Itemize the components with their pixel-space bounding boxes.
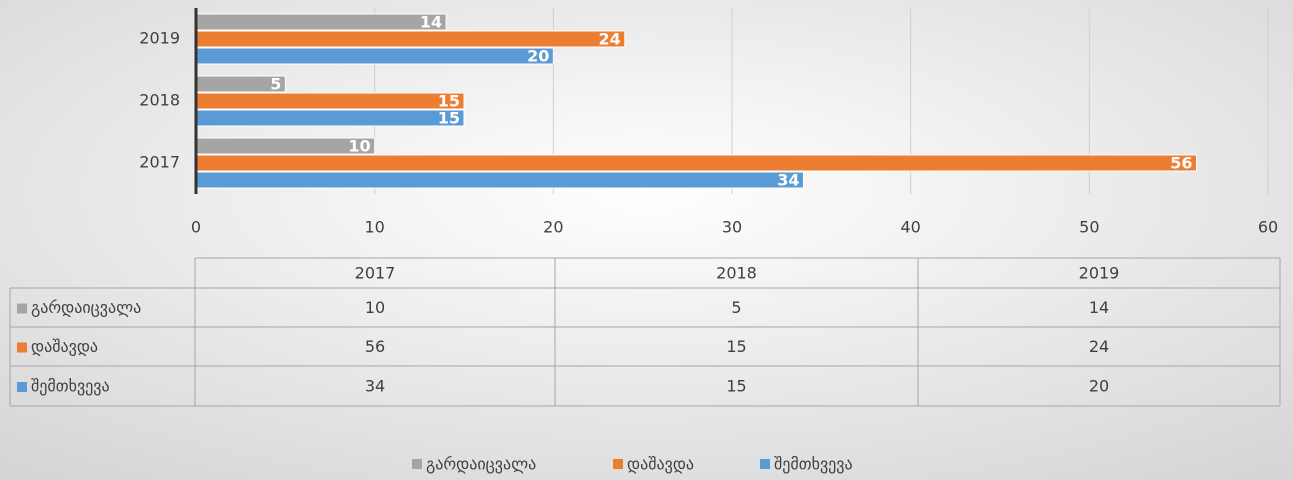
bar [195, 92, 465, 110]
legend-key [613, 459, 623, 469]
table-header: 2017 [355, 264, 396, 283]
value-label: 20 [527, 47, 549, 66]
bar [195, 13, 447, 31]
x-tick-label: 20 [543, 218, 563, 237]
x-tick-label: 10 [364, 218, 384, 237]
table-key [17, 382, 27, 392]
bar [195, 109, 465, 127]
bar [195, 154, 1198, 172]
table-header: 2018 [716, 264, 757, 283]
table-row-label: დაშავდა [31, 337, 98, 356]
table-cell: 34 [365, 377, 385, 396]
y-tick-label: 2019 [139, 29, 180, 48]
table-cell: 10 [365, 298, 385, 317]
table-cell: 15 [726, 337, 746, 356]
y-tick-label: 2018 [139, 91, 180, 110]
value-label: 34 [777, 171, 799, 190]
value-label: 15 [438, 92, 460, 111]
legend-label: გარდაიცვალა [426, 455, 536, 474]
legend-key [412, 459, 422, 469]
table-cell: 5 [731, 298, 741, 317]
x-tick-label: 0 [191, 218, 201, 237]
value-label: 24 [599, 30, 621, 49]
table-cell: 24 [1089, 337, 1109, 356]
table-key [17, 342, 27, 353]
y-tick-label: 2017 [139, 153, 180, 172]
table-cell: 20 [1089, 377, 1109, 396]
bar [195, 30, 626, 48]
table-header: 2019 [1079, 264, 1120, 283]
table-cell: 15 [726, 377, 746, 396]
table-row-label: გარდაიცვალა [31, 298, 141, 317]
value-label: 15 [438, 109, 460, 128]
table-cell: 56 [365, 337, 385, 356]
bar [195, 47, 554, 65]
table-key [17, 303, 27, 314]
value-label: 10 [348, 137, 370, 156]
x-tick-label: 60 [1258, 218, 1278, 237]
legend-label: შემთხვევა [774, 455, 853, 474]
legend-label: დაშავდა [627, 455, 694, 474]
x-tick-label: 30 [722, 218, 742, 237]
bar [195, 171, 804, 189]
x-tick-label: 40 [900, 218, 920, 237]
table-cell: 14 [1089, 298, 1109, 317]
legend-key [760, 459, 770, 469]
value-label: 56 [1170, 154, 1192, 173]
table-row-label: შემთხვევა [31, 377, 110, 396]
value-label: 5 [270, 75, 281, 94]
x-tick-label: 50 [1079, 218, 1099, 237]
value-label: 14 [420, 13, 442, 32]
